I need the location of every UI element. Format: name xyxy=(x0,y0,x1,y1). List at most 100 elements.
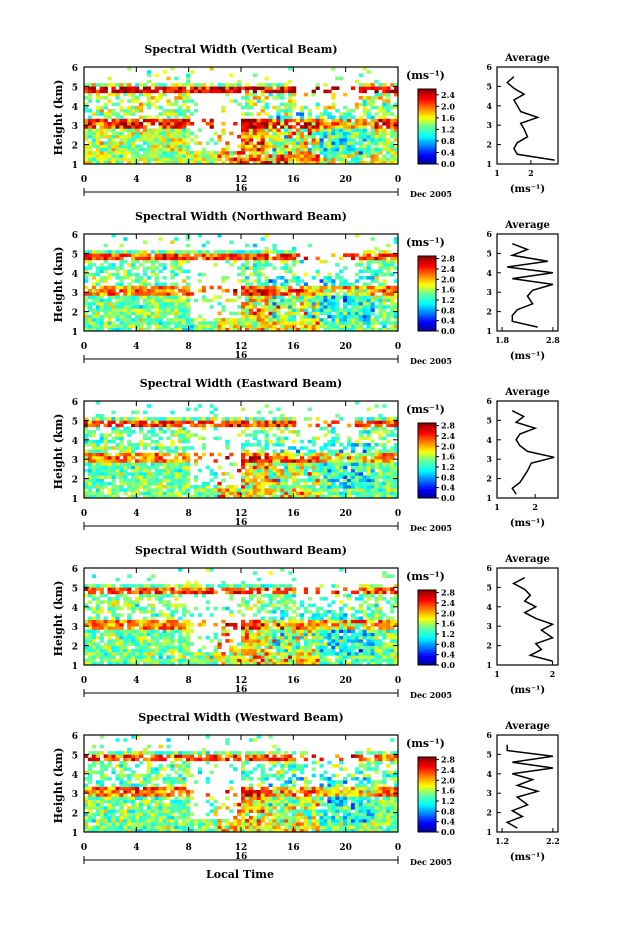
y-axis-label: Height (km) xyxy=(52,247,65,323)
x-tick-label: 20 xyxy=(339,175,352,185)
average-title: Average xyxy=(504,53,550,64)
colorbar-tick-label: 1.2 xyxy=(441,629,455,639)
day-label: 16 xyxy=(235,351,248,361)
x-tick-label: 16 xyxy=(287,175,300,185)
colorbar-unit: (ms⁻¹) xyxy=(406,236,445,249)
colorbar-tick-label: 1.2 xyxy=(441,295,455,305)
colorbar-tick-label: 2.0 xyxy=(441,101,455,111)
avg-y-tick-label: 4 xyxy=(486,101,492,111)
x-tick-label: 0 xyxy=(395,843,401,853)
avg-y-tick-label: 5 xyxy=(486,248,492,258)
colorbar-tick-label: 2.4 xyxy=(441,598,455,608)
average-frame xyxy=(496,400,559,499)
y-tick-label: 3 xyxy=(72,456,78,466)
y-axis-label: Height (km) xyxy=(52,748,65,824)
avg-y-tick-label: 3 xyxy=(486,287,492,297)
x-tick-label: 12 xyxy=(235,342,248,352)
avg-x-tick-label: 2 xyxy=(528,168,534,178)
y-tick-label: 4 xyxy=(72,771,78,781)
y-tick-label: 6 xyxy=(72,64,78,74)
colorbar-tick-label: 0.8 xyxy=(441,136,455,146)
colorbar-frame xyxy=(417,589,437,666)
heatmap-cells xyxy=(84,735,399,833)
avg-x-tick-label: 1.2 xyxy=(495,836,509,846)
x-tick-label: 0 xyxy=(395,342,401,352)
x-tick-label: 0 xyxy=(81,175,87,185)
panel-title: Spectral Width (Westward Beam) xyxy=(138,711,343,724)
avg-x-tick-label: 1 xyxy=(494,168,500,178)
heatmap-cells xyxy=(84,568,399,666)
colorbar-tick-label: 0.8 xyxy=(441,806,455,816)
avg-y-tick-label: 1 xyxy=(486,493,492,503)
x-tick-label: 0 xyxy=(81,509,87,519)
avg-y-tick-label: 2 xyxy=(486,474,492,484)
y-tick-label: 4 xyxy=(72,604,78,614)
date-label: Dec 2005 xyxy=(410,189,452,199)
day-label: 16 xyxy=(235,518,248,528)
avg-x-axis-label: (ms⁻¹) xyxy=(510,852,545,863)
average-profile-line xyxy=(507,242,554,328)
xlabel-local-time: Local Time xyxy=(206,868,274,881)
colorbar-tick-label: 1.2 xyxy=(441,796,455,806)
avg-y-tick-label: 3 xyxy=(486,454,492,464)
y-tick-label: 6 xyxy=(72,398,78,408)
y-tick-label: 5 xyxy=(72,584,78,594)
colorbar-tick-label: 0.0 xyxy=(441,159,455,169)
avg-y-tick-label: 6 xyxy=(486,563,492,573)
y-tick-label: 5 xyxy=(72,417,78,427)
x-tick-label: 20 xyxy=(339,843,352,853)
heatmap-cells xyxy=(84,234,399,332)
panel-4: Spectral Width (Southward Beam)123456Hei… xyxy=(52,544,559,700)
x-tick-label: 12 xyxy=(235,509,248,519)
x-tick-label: 16 xyxy=(287,843,300,853)
x-tick-label: 8 xyxy=(186,676,192,686)
avg-y-tick-label: 2 xyxy=(486,140,492,150)
heatmap-cells xyxy=(84,67,399,165)
x-tick-label: 8 xyxy=(186,175,192,185)
avg-y-tick-label: 3 xyxy=(486,120,492,130)
y-tick-label: 2 xyxy=(72,309,78,319)
x-tick-label: 0 xyxy=(81,342,87,352)
avg-x-tick-label: 2.8 xyxy=(546,335,560,345)
y-tick-label: 1 xyxy=(72,495,78,505)
avg-y-tick-label: 1 xyxy=(486,159,492,169)
avg-y-tick-label: 4 xyxy=(486,602,492,612)
y-tick-label: 5 xyxy=(72,751,78,761)
average-title: Average xyxy=(504,220,550,231)
average-profile-line xyxy=(511,410,555,495)
avg-y-tick-label: 1 xyxy=(486,660,492,670)
panel-5: Spectral Width (Westward Beam)123456Heig… xyxy=(52,711,560,867)
average-frame xyxy=(496,66,559,165)
colorbar-frame xyxy=(417,88,437,165)
colorbar-unit: (ms⁻¹) xyxy=(406,69,445,82)
y-tick-label: 2 xyxy=(72,810,78,820)
x-tick-label: 0 xyxy=(81,843,87,853)
panel-title: Spectral Width (Southward Beam) xyxy=(135,544,347,557)
avg-x-tick-label: 1 xyxy=(494,502,500,512)
y-tick-label: 2 xyxy=(72,142,78,152)
avg-y-tick-label: 5 xyxy=(486,415,492,425)
colorbar-frame xyxy=(417,756,437,833)
colorbar-tick-label: 0.0 xyxy=(441,660,455,670)
colorbar-tick-label: 1.2 xyxy=(441,462,455,472)
colorbar-tick-label: 0.0 xyxy=(441,326,455,336)
x-tick-label: 0 xyxy=(395,509,401,519)
x-tick-label: 0 xyxy=(395,676,401,686)
avg-y-tick-label: 6 xyxy=(486,62,492,72)
y-tick-label: 1 xyxy=(72,161,78,171)
y-axis-label: Height (km) xyxy=(52,80,65,156)
x-tick-label: 8 xyxy=(186,843,192,853)
y-tick-label: 2 xyxy=(72,643,78,653)
avg-y-tick-label: 6 xyxy=(486,396,492,406)
avg-y-tick-label: 1 xyxy=(486,326,492,336)
average-profile-line xyxy=(506,76,555,161)
colorbar-frame xyxy=(417,255,437,332)
x-tick-label: 12 xyxy=(235,843,248,853)
colorbar-tick-label: 0.0 xyxy=(441,493,455,503)
day-label: 16 xyxy=(235,184,248,194)
y-tick-label: 4 xyxy=(72,437,78,447)
avg-y-tick-label: 2 xyxy=(486,307,492,317)
avg-y-tick-label: 4 xyxy=(486,769,492,779)
colorbar-tick-label: 2.8 xyxy=(441,588,455,598)
